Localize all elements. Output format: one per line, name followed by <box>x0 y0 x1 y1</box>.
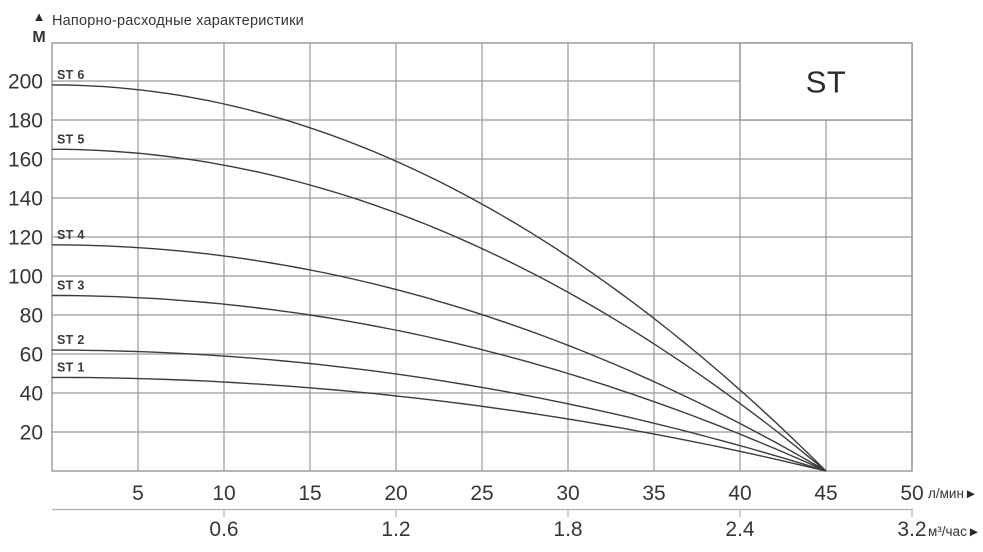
x-tick-label: 45 <box>814 482 837 505</box>
x-axis-right-arrow-icon: ▶ <box>970 526 979 538</box>
x-tick-label: 5 <box>132 482 144 505</box>
x-tick-label: 25 <box>470 482 493 505</box>
curve-name-label: ST 6 <box>57 68 85 82</box>
y-tick-label: 160 <box>8 149 43 172</box>
y-tick-label: 120 <box>8 227 43 250</box>
family-box: ST <box>739 42 913 121</box>
y-tick-label: 140 <box>8 188 43 211</box>
plot-border <box>51 42 913 472</box>
x-axis-secondary-unit: м³/час ▶ <box>928 524 979 539</box>
y-tick-label: 180 <box>8 110 43 133</box>
curve-name-label: ST 2 <box>57 333 85 347</box>
curve-name-label: ST 5 <box>57 132 85 146</box>
curve-st-2 <box>52 349 827 472</box>
secondary-tick-label: 3.2 <box>897 518 926 541</box>
secondary-tick-label: 1.8 <box>553 518 582 541</box>
x-tick-labels: 5 10 15 20 25 30 35 40 45 50 <box>132 482 924 505</box>
x-axis-primary-unit-label: л/мин <box>928 486 964 501</box>
secondary-tick-label: 0.6 <box>209 518 238 541</box>
curve-st-3 <box>52 294 827 472</box>
y-tick-labels: 200 180 160 140 120 100 80 60 40 20 <box>8 71 43 445</box>
y-axis-unit-label: М <box>32 29 45 46</box>
curve-st-4 <box>51 244 827 472</box>
x-tick-label: 30 <box>556 482 579 505</box>
x-tick-label: 20 <box>384 482 407 505</box>
curve-st-6 <box>51 84 827 472</box>
x-tick-label: 50 <box>900 482 923 505</box>
curve-labels: ST 1 ST 2 ST 3 ST 4 ST 5 ST 6 <box>57 68 85 374</box>
chart-title: Напорно-расходные характеристики <box>52 13 304 29</box>
y-tick-label: 60 <box>20 344 43 367</box>
y-tick-label: 40 <box>20 383 43 406</box>
curve-st-5 <box>52 148 827 472</box>
x-tick-label: 10 <box>212 482 235 505</box>
y-axis-up-arrow-icon: ▲ <box>33 9 46 24</box>
curve-name-label: ST 1 <box>57 360 85 374</box>
family-box-rect <box>739 42 913 121</box>
x-tick-label: 15 <box>298 482 321 505</box>
y-tick-label: 200 <box>8 71 43 94</box>
x-axis-right-arrow-icon: ▶ <box>967 488 976 500</box>
x-axis-secondary-unit-label: м³/час <box>928 524 967 539</box>
y-tick-label: 80 <box>20 305 43 328</box>
y-tick-label: 100 <box>8 266 43 289</box>
x-tick-label: 40 <box>728 482 751 505</box>
secondary-axis: 0.6 1.2 1.8 2.4 3.2 <box>52 508 927 541</box>
secondary-tick-label: 1.2 <box>381 518 410 541</box>
secondary-tick-label: 2.4 <box>725 518 755 541</box>
x-tick-label: 35 <box>642 482 665 505</box>
curve-name-label: ST 3 <box>57 279 85 293</box>
curves <box>51 84 827 472</box>
y-tick-label: 20 <box>20 422 43 445</box>
x-axis-primary-unit: л/мин ▶ <box>928 486 976 501</box>
family-label: ST <box>806 65 847 100</box>
curve-name-label: ST 4 <box>57 228 85 242</box>
curve-st-1 <box>52 376 827 472</box>
